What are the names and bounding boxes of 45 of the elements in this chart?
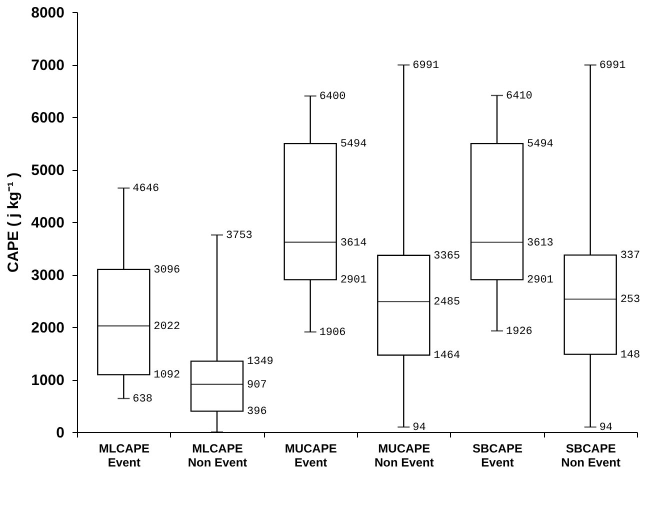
text: 3613 <box>527 237 554 250</box>
text: 1092 <box>154 370 180 382</box>
text: 638 <box>132 394 152 406</box>
y-tick-label: 6000 <box>31 110 64 126</box>
text: 1906 <box>319 326 346 339</box>
text: 6991 <box>412 60 440 72</box>
text: 94 <box>412 422 426 434</box>
y-tick-label: 1000 <box>31 372 64 389</box>
text: 337 <box>620 250 640 262</box>
y-axis-title: CAPE ( j kg⁻¹ ) <box>5 172 22 273</box>
text: 396 <box>247 406 267 418</box>
y-tick-label: 3000 <box>31 267 64 284</box>
text: 4646 <box>132 183 160 196</box>
text: 3753 <box>226 230 252 242</box>
y-tick-label: 4000 <box>31 214 64 232</box>
text: 3365 <box>434 250 460 262</box>
x-tick-label: SBCAPE Event <box>472 442 523 470</box>
text: 2901 <box>340 274 367 287</box>
text: 6991 <box>599 60 626 72</box>
y-tick-label: 0 <box>56 424 64 442</box>
text: 6400 <box>319 91 346 103</box>
x-tick-label: MUCAPE Non Event <box>374 442 434 470</box>
x-tick-label: MUCAPE Event <box>284 442 337 470</box>
text: 1349 <box>247 356 274 368</box>
x-tick-label: SBCAPE Non Event <box>561 442 621 470</box>
text: 2022 <box>154 320 180 333</box>
text: 148 <box>620 349 640 362</box>
y-tick-label: 7000 <box>31 57 64 74</box>
text: 907 <box>247 379 267 392</box>
text: 5494 <box>340 138 367 151</box>
y-tick-label: 8000 <box>31 4 64 22</box>
text: 3614 <box>340 237 367 250</box>
text: 5494 <box>527 138 554 151</box>
text: 6410 <box>506 90 532 102</box>
text: 253 <box>620 294 640 306</box>
y-tick-label: 5000 <box>31 162 64 179</box>
text: 1464 <box>434 350 460 362</box>
y-tick-label: 2000 <box>31 320 64 336</box>
x-tick-label: MLCAPE Non Event <box>188 442 248 470</box>
text: 2485 <box>434 296 460 309</box>
text: 2901 <box>527 274 554 287</box>
x-tick-label: MLCAPE Event <box>98 442 150 470</box>
text: 3096 <box>154 264 180 276</box>
text: 94 <box>599 422 613 434</box>
text: 1926 <box>506 326 532 338</box>
